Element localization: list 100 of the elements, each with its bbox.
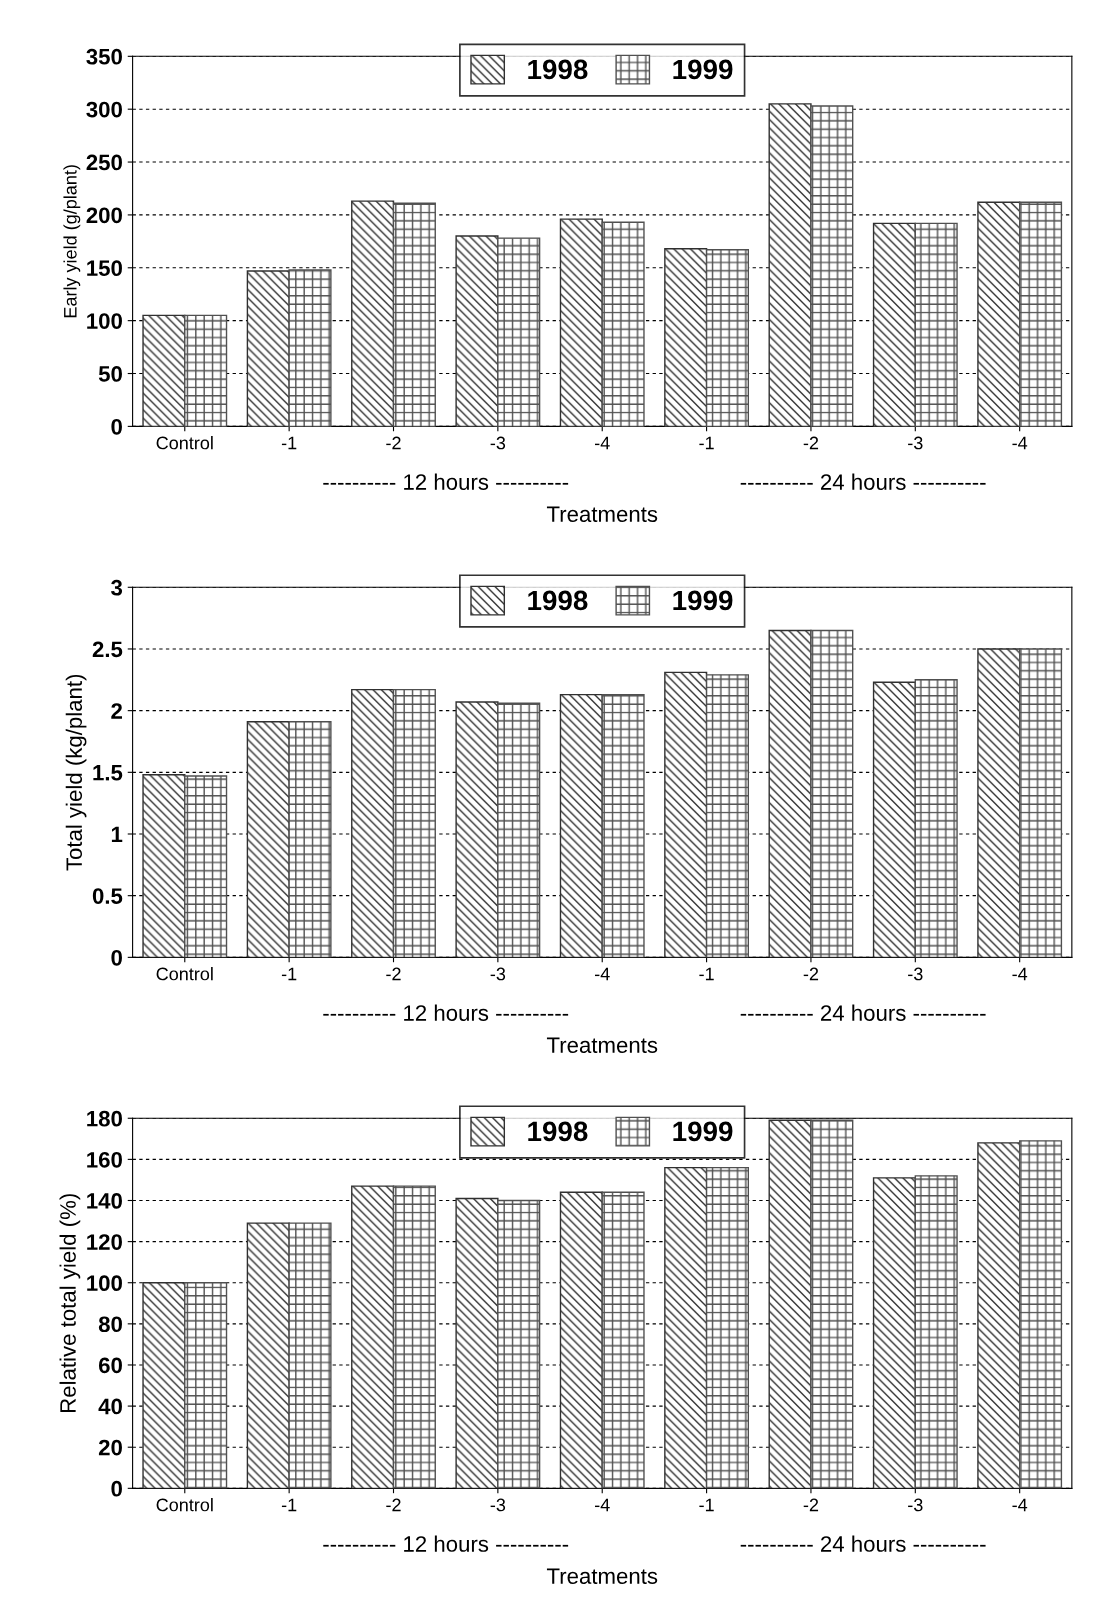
x-tick-label: Control xyxy=(156,436,213,450)
x-axis-title: Treatments xyxy=(546,1568,658,1584)
x-tick-label: -2 xyxy=(803,1498,819,1512)
text: ---------- 24 hours ---------- xyxy=(740,1004,986,1021)
x-tick-label: -2 xyxy=(386,1498,401,1512)
y-axis-title: Total yield (kg/plant) xyxy=(65,674,87,871)
x-tick-label: -1 xyxy=(281,1498,297,1512)
bar xyxy=(664,248,708,427)
legend-label: 1998 xyxy=(528,59,588,80)
y-tick-label: 140 xyxy=(87,1193,122,1209)
bar xyxy=(872,222,917,427)
bar xyxy=(872,681,917,958)
y-tick-label: 350 xyxy=(86,48,122,65)
x-tick-label: -2 xyxy=(803,436,819,450)
bar xyxy=(1018,648,1063,958)
y-tick-label: 2.5 xyxy=(92,641,123,658)
bar xyxy=(142,1282,186,1489)
x-axis-title: Treatments xyxy=(546,1037,658,1054)
x-tick-label: -2 xyxy=(386,436,401,450)
bar xyxy=(246,721,290,958)
x-tick-label: -2 xyxy=(803,967,819,981)
x-tick-label: -3 xyxy=(908,436,923,450)
x-tick-label: -1 xyxy=(281,967,297,981)
x-tick-label: -2 xyxy=(386,967,401,981)
legend-label: 1999 xyxy=(673,59,733,80)
x-tick-label: -4 xyxy=(595,967,610,981)
bar xyxy=(914,679,958,958)
bar xyxy=(497,237,541,427)
bar xyxy=(184,314,228,427)
bar xyxy=(288,269,332,427)
bar xyxy=(810,1119,854,1489)
x-tick-label: -3 xyxy=(490,967,506,981)
bar xyxy=(810,105,854,427)
bar xyxy=(455,701,499,958)
x-tick-label: -3 xyxy=(908,967,923,981)
bar xyxy=(497,1199,541,1489)
y-tick-label: 0 xyxy=(111,1480,122,1497)
bar xyxy=(351,1185,395,1489)
bar xyxy=(664,1166,708,1489)
bar xyxy=(914,1175,958,1489)
x-tick-label: -4 xyxy=(595,436,610,450)
bar xyxy=(288,721,332,958)
y-tick-label: 80 xyxy=(98,1316,122,1333)
y-axis-title: Relative total yield (%) xyxy=(59,1194,81,1412)
bar xyxy=(184,1282,228,1489)
text: ---------- 12 hours ---------- xyxy=(323,1535,569,1552)
text: ---------- 12 hours ---------- xyxy=(323,473,569,490)
bar xyxy=(351,688,395,958)
bar xyxy=(455,1197,499,1489)
bar xyxy=(288,1222,332,1489)
legend-label: 1999 xyxy=(673,1121,733,1142)
bar xyxy=(977,1142,1021,1489)
bar xyxy=(977,648,1021,958)
bar xyxy=(246,270,290,427)
bar xyxy=(246,1222,290,1489)
bar xyxy=(184,775,228,958)
bar xyxy=(142,314,186,427)
bar xyxy=(768,103,812,427)
y-tick-label: 100 xyxy=(87,1275,122,1291)
bar xyxy=(392,202,436,427)
bar xyxy=(1018,201,1063,427)
bar xyxy=(872,1177,917,1489)
bar xyxy=(455,235,499,427)
y-tick-label: 2 xyxy=(111,703,122,719)
legend-label: 1998 xyxy=(528,590,588,611)
x-tick-label: -1 xyxy=(699,436,714,450)
y-tick-label: 50 xyxy=(98,366,122,382)
y-tick-label: 20 xyxy=(98,1439,122,1456)
bar xyxy=(977,201,1021,427)
bar xyxy=(705,674,750,958)
x-tick-label: Control xyxy=(156,1498,213,1512)
y-tick-label: 0 xyxy=(111,418,122,435)
y-tick-label: 0 xyxy=(111,949,122,966)
y-tick-label: 250 xyxy=(86,154,122,171)
bar xyxy=(392,688,436,958)
y-tick-label: 150 xyxy=(87,260,122,277)
x-tick-label: -4 xyxy=(1012,436,1028,450)
bar xyxy=(559,693,603,958)
bar xyxy=(601,221,645,427)
y-tick-label: 120 xyxy=(87,1234,122,1250)
y-axis-title: Early yield (g/plant) xyxy=(63,165,81,318)
bar xyxy=(392,1185,436,1489)
bar xyxy=(142,774,186,958)
bar xyxy=(914,222,958,427)
x-tick-label: -1 xyxy=(281,436,297,450)
bar xyxy=(1018,1140,1063,1489)
bar xyxy=(768,1119,812,1489)
bar xyxy=(497,702,541,958)
bar xyxy=(601,1191,645,1489)
bar xyxy=(810,629,854,958)
x-tick-label: Control xyxy=(156,967,213,981)
bar xyxy=(705,1166,750,1489)
x-axis-title: Treatments xyxy=(546,506,658,523)
x-tick-label: -3 xyxy=(490,1498,506,1512)
x-tick-label: -3 xyxy=(908,1498,923,1512)
x-tick-label: -1 xyxy=(699,967,714,981)
bar xyxy=(664,671,708,958)
y-tick-label: 200 xyxy=(86,207,122,224)
x-tick-label: -1 xyxy=(699,1498,714,1512)
text: ---------- 24 hours ---------- xyxy=(740,473,986,490)
